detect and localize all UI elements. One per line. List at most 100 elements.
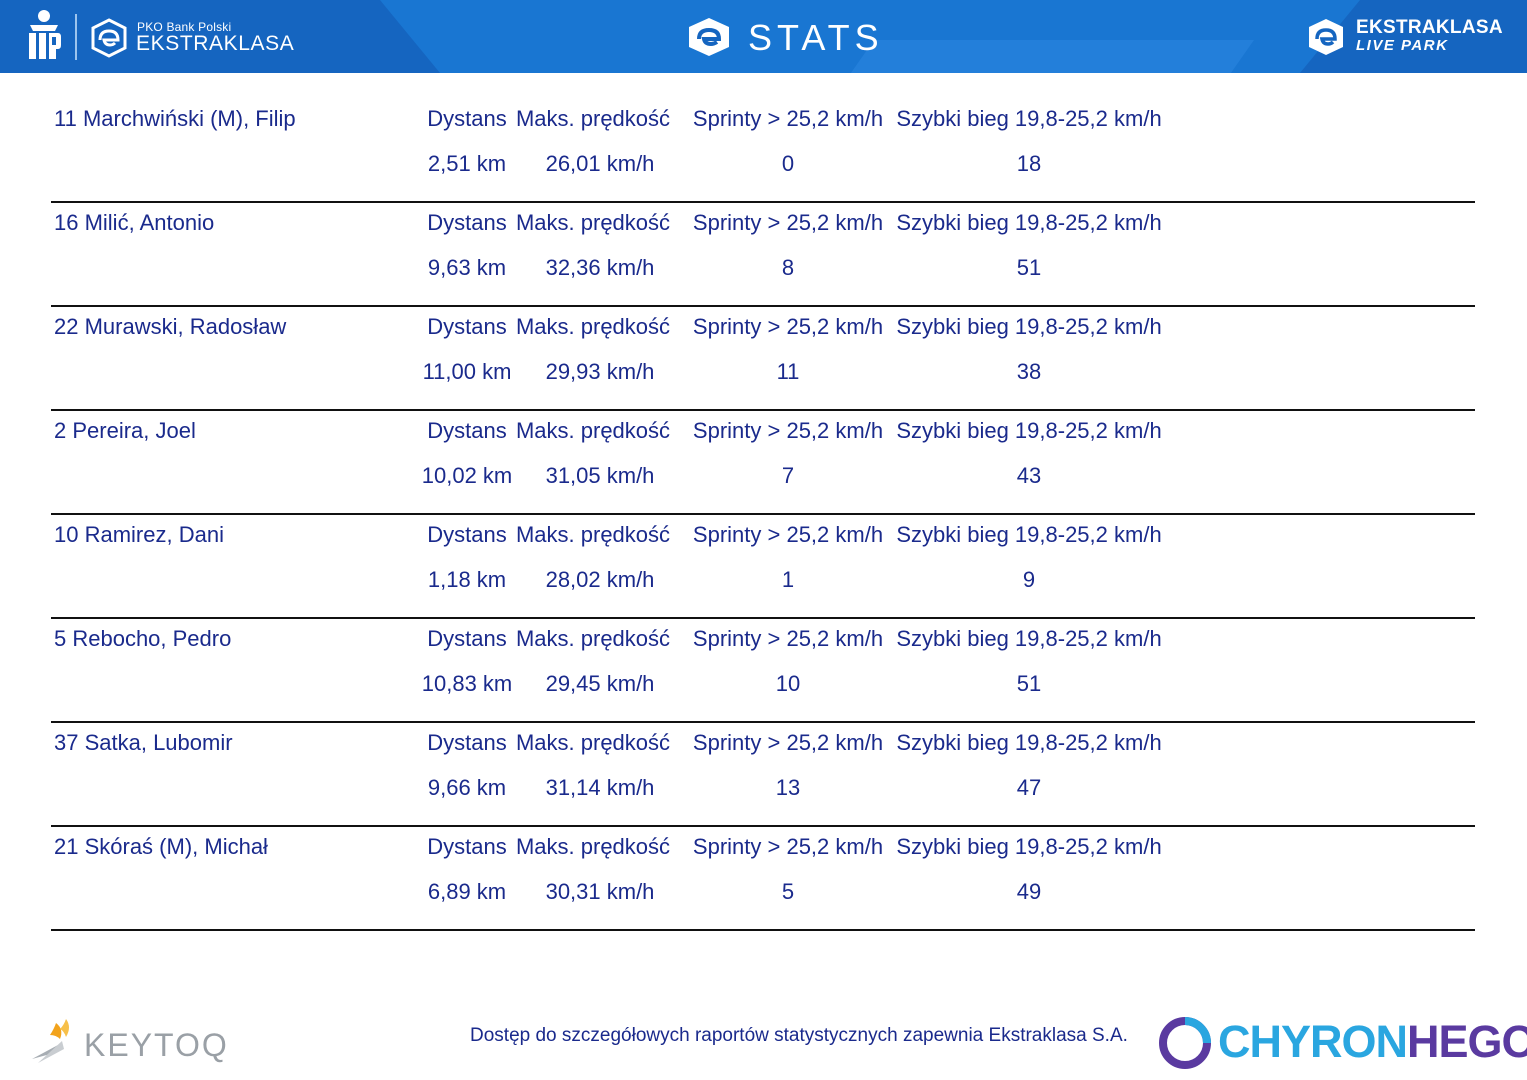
footer-note: Dostęp do szczegółowych raportów statyst… [470,1025,1128,1046]
sprints-value: 13 [775,775,801,800]
max-speed-header: Maks. prędkość [515,522,671,547]
max-speed-value: 26,01 km/h [545,151,655,176]
distance-header: Dystans [427,522,507,547]
sprints-value: 7 [781,463,795,488]
sprints-header: Sprinty > 25,2 km/h [692,730,884,755]
max-speed-value: 30,31 km/h [545,879,655,904]
stats-badge-icon [689,18,729,56]
distance-value: 1,18 km [427,567,507,592]
distance-header: Dystans [427,730,507,755]
max-speed-header: Maks. prędkość [515,730,671,755]
max-speed-value: 32,36 km/h [545,255,655,280]
distance-value: 9,66 km [427,775,507,800]
fast-runs-value: 43 [1016,463,1042,488]
sprints-header: Sprinty > 25,2 km/h [692,626,884,651]
distance-header: Dystans [427,418,507,443]
distance-value: 9,63 km [427,255,507,280]
fast-runs-header: Szybki bieg 19,8-25,2 km/h [896,210,1162,235]
max-speed-header: Maks. prędkość [515,626,671,651]
live-park-badge-icon [1309,19,1343,55]
max-speed-value: 28,02 km/h [545,567,655,592]
sprints-value: 5 [781,879,795,904]
fast-runs-value: 9 [1022,567,1036,592]
player-name: 16 Milić, Antonio [54,210,215,235]
fast-runs-value: 51 [1016,255,1042,280]
max-speed-value: 31,05 km/h [545,463,655,488]
distance-value: 10,02 km [421,463,513,488]
distance-header: Dystans [427,314,507,339]
chyronhego-logo-icon [1159,1017,1211,1069]
player-name: 21 Skóraś (M), Michał [54,834,268,859]
fast-runs-header: Szybki bieg 19,8-25,2 km/h [896,314,1162,339]
fast-runs-header: Szybki bieg 19,8-25,2 km/h [896,834,1162,859]
player-name: 10 Ramirez, Dani [54,522,224,547]
distance-header: Dystans [427,626,507,651]
fast-runs-header: Szybki bieg 19,8-25,2 km/h [896,626,1162,651]
live-park-subtitle: LIVE PARK [1356,37,1449,54]
fast-runs-value: 49 [1016,879,1042,904]
brand-name: EKSTRAKLASA [136,32,295,55]
player-name: 11 Marchwiński (M), Filip [54,106,296,131]
player-block: 2 Pereira, Joel Dystans Maks. prędkość S… [51,410,1475,515]
header-banner: PKO Bank Polski EKSTRAKLASA STATS EKSTRA… [0,0,1527,73]
sprints-header: Sprinty > 25,2 km/h [692,418,884,443]
fast-runs-value: 47 [1016,775,1042,800]
player-name: 2 Pereira, Joel [54,418,196,443]
keytoq-logo-icon [32,1019,69,1063]
fast-runs-value: 18 [1016,151,1042,176]
player-name: 37 Satka, Lubomir [54,730,233,755]
banner-shade [380,0,440,73]
player-block: 37 Satka, Lubomir Dystans Maks. prędkość… [51,722,1475,827]
sprints-header: Sprinty > 25,2 km/h [692,834,884,859]
max-speed-header: Maks. prędkość [515,834,671,859]
fast-runs-value: 51 [1016,671,1042,696]
fast-runs-header: Szybki bieg 19,8-25,2 km/h [896,418,1162,443]
keytoq-logo-text: KEYTOQ [84,1027,229,1063]
player-block: 16 Milić, Antonio Dystans Maks. prędkość… [51,202,1475,307]
hego-text-part: HEGO [1407,1016,1527,1067]
sprints-value: 8 [781,255,795,280]
distance-header: Dystans [427,834,507,859]
player-name: 5 Rebocho, Pedro [54,626,232,651]
fast-runs-header: Szybki bieg 19,8-25,2 km/h [896,730,1162,755]
distance-value: 10,83 km [421,671,513,696]
chyron-text-part: CHYRON [1218,1016,1408,1067]
player-block: 21 Skóraś (M), Michał Dystans Maks. pręd… [51,826,1475,931]
banner-glow [845,40,1255,73]
chyronhego-logo-text: CHYRONHEGO [1218,1016,1527,1068]
sprints-value: 11 [776,359,800,384]
distance-value: 11,00 km [422,359,512,384]
sprints-header: Sprinty > 25,2 km/h [692,106,884,131]
max-speed-value: 29,93 km/h [545,359,655,384]
distance-header: Dystans [427,210,507,235]
distance-value: 6,89 km [427,879,507,904]
sprints-header: Sprinty > 25,2 km/h [692,210,884,235]
page-title: STATS [748,17,884,58]
ekstraklasa-badge-icon [91,18,127,58]
distance-header: Dystans [427,106,507,131]
sprints-value: 0 [781,151,795,176]
pko-bank-logo-icon [29,10,61,59]
max-speed-header: Maks. prędkość [515,314,671,339]
brand-small-text: PKO Bank Polski [137,20,232,34]
sprints-value: 10 [775,671,801,696]
fast-runs-header: Szybki bieg 19,8-25,2 km/h [896,522,1162,547]
fast-runs-value: 38 [1016,359,1042,384]
max-speed-value: 29,45 km/h [545,671,655,696]
sprints-value: 1 [781,567,795,592]
max-speed-header: Maks. prędkość [515,106,671,131]
sprints-header: Sprinty > 25,2 km/h [692,314,884,339]
player-block: 11 Marchwiński (M), Filip Dystans Maks. … [51,98,1475,203]
sprints-header: Sprinty > 25,2 km/h [692,522,884,547]
distance-value: 2,51 km [427,151,507,176]
fast-runs-header: Szybki bieg 19,8-25,2 km/h [896,106,1162,131]
max-speed-header: Maks. prędkość [515,418,671,443]
player-block: 5 Rebocho, Pedro Dystans Maks. prędkość … [51,618,1475,723]
player-name: 22 Murawski, Radosław [54,314,287,339]
player-block: 22 Murawski, Radosław Dystans Maks. pręd… [51,306,1475,411]
max-speed-value: 31,14 km/h [545,775,655,800]
live-park-brand: EKSTRAKLASA [1356,17,1503,38]
player-block: 10 Ramirez, Dani Dystans Maks. prędkość … [51,514,1475,619]
logo-divider [75,14,77,60]
max-speed-header: Maks. prędkość [515,210,671,235]
